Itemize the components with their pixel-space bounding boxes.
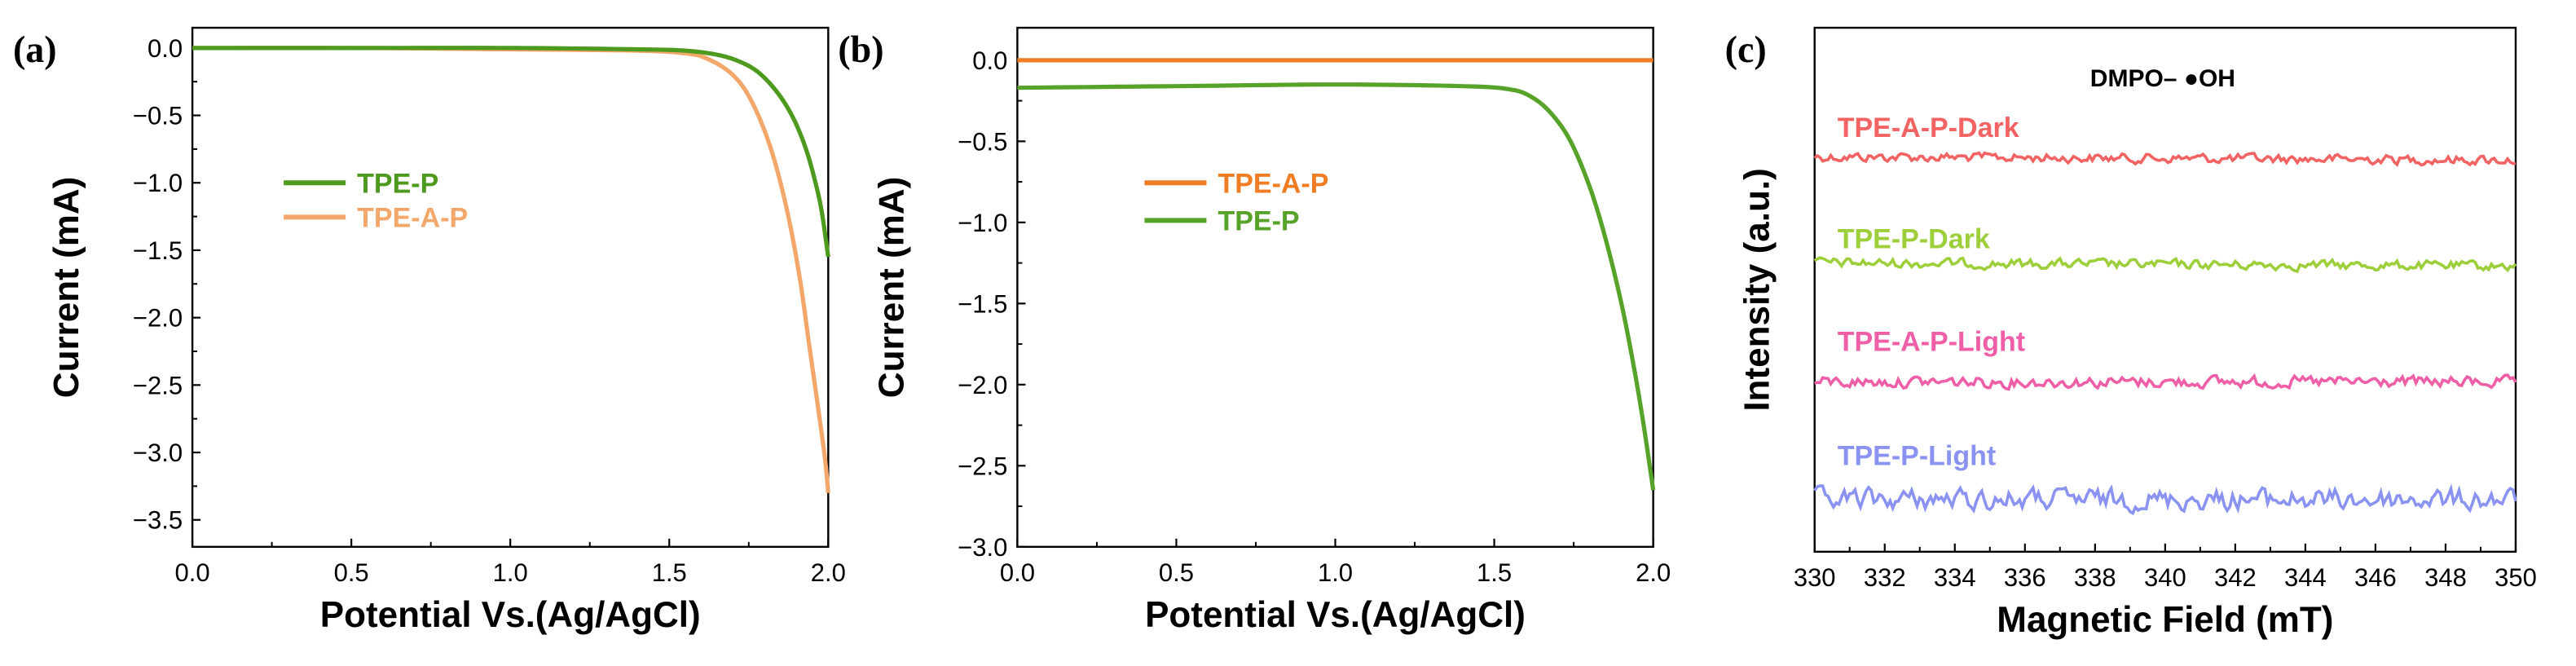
x-tick-label: 350 (2495, 563, 2537, 592)
panel-label: (c) (1725, 29, 1767, 70)
y-tick-label: −2.0 (958, 371, 1007, 399)
x-tick-label: 2.0 (1636, 558, 1671, 587)
y-tick-label: −1.5 (958, 289, 1007, 318)
x-tick-label: 348 (2424, 563, 2467, 592)
figure-root: (a) 0.0 0.5 1.0 1.5 2.0 0.0 −0.5 −1.0 −1.5 −2.0 −2.… (13, 26, 2537, 640)
x-tick-label: 334 (1934, 563, 1976, 592)
legend-label: TPE-P (1218, 205, 1299, 236)
series-label: TPE-P-Dark (1838, 223, 1990, 254)
legend-label: TPE-P (357, 168, 438, 199)
legend-label: TPE-A-P (1218, 168, 1328, 199)
panel-label: (b) (838, 29, 883, 70)
series-line-tpe-p-dark (1813, 256, 2517, 274)
y-tick-label: −1.5 (133, 236, 183, 265)
y-tick-label: −1.0 (133, 169, 183, 197)
y-tick-label: −2.5 (958, 452, 1007, 480)
y-tick-label: −3.0 (133, 439, 183, 467)
x-tick-label: 1.0 (1318, 558, 1353, 587)
panel-label: (a) (13, 29, 57, 70)
x-tick-label: 0.0 (175, 558, 210, 587)
y-tick-label: −2.5 (133, 371, 183, 399)
x-axis-label: Magnetic Field (mT) (1997, 600, 2333, 640)
y-tick-label: −1.0 (958, 209, 1007, 237)
series-line-tpe-a-p (192, 46, 830, 493)
series-line-tpe-p (1017, 82, 1656, 491)
y-axis-label: Current (mA) (46, 177, 86, 399)
y-axis-label: Intensity (a.u.) (1737, 168, 1777, 411)
series-label: TPE-A-P-Dark (1838, 112, 2019, 143)
y-tick-label: 0.0 (972, 46, 1007, 75)
x-tick-label: 0.5 (334, 558, 369, 587)
x-tick-label: 2.0 (811, 558, 846, 587)
panel-b: (b) 0.0 0.5 1.0 1.5 2.0 0.0 −0.5 −1.0 −1.5 −2.0 −2.… (838, 26, 1671, 635)
x-tick-label: 0.0 (1000, 558, 1035, 587)
x-tick-label: 336 (2004, 563, 2046, 592)
series-line-tpe-a-p-dark (1813, 151, 2517, 167)
annotation: DMPO– ●OH (2090, 65, 2235, 92)
x-tick-label: 0.5 (1159, 558, 1194, 587)
x-tick-label: 332 (1864, 563, 1906, 592)
series-line-tpe-p (192, 46, 830, 258)
y-tick-label: −0.5 (133, 102, 183, 130)
x-tick-label: 330 (1794, 563, 1836, 592)
x-tick-label: 1.5 (1477, 558, 1512, 587)
x-tick-label: 344 (2284, 563, 2327, 592)
plot-frame (191, 26, 830, 549)
x-tick-label: 1.5 (652, 558, 687, 587)
x-tick-label: 342 (2214, 563, 2257, 592)
series-line-tpe-a-p-light (1814, 373, 2517, 391)
x-axis-label: Potential Vs.(Ag/AgCl) (1145, 595, 1526, 635)
y-tick-label: −3.5 (133, 506, 183, 535)
y-tick-label: −2.0 (133, 304, 183, 333)
series-label: TPE-A-P-Light (1838, 327, 2025, 358)
x-tick-label: 1.0 (493, 558, 528, 587)
y-tick-label: −0.5 (958, 127, 1007, 156)
x-tick-label: 338 (2074, 563, 2116, 592)
plot-frame (1016, 26, 1654, 549)
legend-label: TPE-A-P (357, 202, 468, 233)
series-line-tpe-p-light (1813, 483, 2517, 516)
y-axis-label: Current (mA) (871, 177, 911, 399)
x-tick-label: 340 (2144, 563, 2186, 592)
plot-frame (1813, 26, 2517, 554)
panel-c: (c) 330 332 334 336 338 340 342 344 346 348 350 Magn… (1725, 26, 2537, 640)
x-tick-label: 346 (2354, 563, 2397, 592)
x-axis-label: Potential Vs.(Ag/AgCl) (320, 595, 701, 635)
y-tick-label: −3.0 (958, 533, 1007, 562)
series-label: TPE-P-Light (1838, 441, 1997, 472)
y-tick-label: 0.0 (148, 34, 183, 63)
panel-a: (a) 0.0 0.5 1.0 1.5 2.0 0.0 −0.5 −1.0 −1.5 −2.0 −2.… (13, 26, 846, 635)
